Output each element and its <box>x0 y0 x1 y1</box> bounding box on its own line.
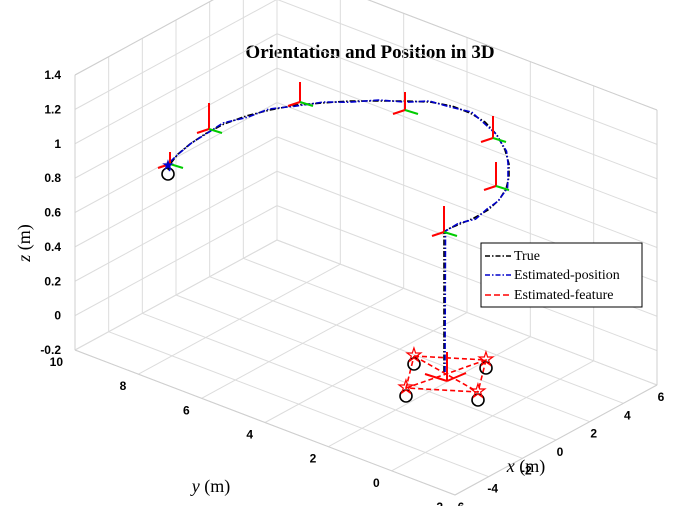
feature-diagonal <box>405 359 487 389</box>
y-tick-label: 8 <box>120 379 127 393</box>
x-tick-label: 0 <box>557 445 564 459</box>
z-axis-label: z (m) <box>14 224 35 263</box>
series-true-line <box>167 100 510 372</box>
legend-estimated-position-label: Estimated-position <box>514 268 620 283</box>
x-tick-label: -6 <box>454 500 465 506</box>
frame-x-axis <box>483 185 497 191</box>
z-tick-label: 1.4 <box>44 68 61 82</box>
x-tick-label: 4 <box>624 408 631 422</box>
side-grid-z <box>276 205 658 352</box>
y-tick-label: 2 <box>310 452 317 466</box>
feature-estimated-marker: ★ <box>478 349 494 369</box>
feature-true-marker <box>407 357 421 371</box>
series-estimated-position-line <box>168 99 509 373</box>
y-axis-label-var: y <box>190 476 200 496</box>
y-tick-label: 6 <box>183 403 190 417</box>
z-tick-label: 1 <box>54 137 61 151</box>
z-tick-label: -0.2 <box>40 343 61 357</box>
x-tick-label: -4 <box>487 482 498 496</box>
feature-true-marker <box>399 389 413 403</box>
frame-x-axis <box>392 109 406 115</box>
box-edge <box>74 349 456 496</box>
frame-x-axis <box>431 231 445 237</box>
frame-y-axis <box>404 109 419 115</box>
frame-y-axis <box>443 231 458 237</box>
z-tick-label: 0.6 <box>44 206 61 220</box>
y-axis-label: y (m) <box>190 476 231 497</box>
y-axis-label-unit: (m) <box>200 476 231 497</box>
box-edge <box>74 0 214 76</box>
z-tick-label: 0 <box>54 309 61 323</box>
z-tick-label: 1.2 <box>44 102 61 116</box>
y-tick-labels: -2 0 2 4 6 8 10 <box>50 355 444 506</box>
orientation-frames <box>157 82 510 382</box>
floor-grid-y <box>201 287 404 399</box>
side-grid-z <box>276 239 658 386</box>
back-grid-z <box>74 170 278 282</box>
frame-y-axis <box>208 128 223 134</box>
x-axis-label-var: x <box>506 456 515 476</box>
floor-grid-y <box>264 312 468 423</box>
frame-x-axis <box>480 137 494 143</box>
start-estimated-marker: ★ <box>161 157 174 174</box>
floor-grid-y <box>391 360 594 472</box>
box-edge <box>454 384 658 496</box>
y-tick-label: 10 <box>50 355 64 369</box>
z-axis-label-unit: (m) <box>14 224 35 255</box>
frame-y-axis <box>495 185 510 191</box>
x-axis-label: x (m) <box>506 456 546 477</box>
frame-y-axis <box>492 137 507 143</box>
start-true-marker <box>161 167 175 181</box>
x-axis-label-unit: (m) <box>515 456 546 477</box>
legend-true-label: True <box>514 249 540 264</box>
z-axis-label-var: z <box>14 255 34 263</box>
frame-y-axis <box>169 163 184 169</box>
frame-y-axis <box>299 101 314 107</box>
side-grid-z <box>276 67 658 214</box>
side-grid-z <box>276 102 658 248</box>
features: ★ ★ ★ ★ <box>397 344 495 407</box>
frame-x-axis <box>196 128 210 134</box>
side-grid-z <box>277 0 658 145</box>
box-edge <box>367 0 658 111</box>
feature-true-marker <box>471 393 485 407</box>
back-grid-z <box>74 136 278 248</box>
origin-frame-y-axis <box>446 372 467 382</box>
back-grid-z <box>74 0 277 110</box>
chart-title: Orientation and Position in 3D <box>245 42 494 63</box>
feature-estimated-marker: ★ <box>406 345 422 365</box>
floor-grid-y <box>328 336 531 448</box>
back-grid-z <box>74 67 278 179</box>
x-tick-labels: -6 -4 -2 0 2 4 6 <box>454 390 665 506</box>
frame-x-axis <box>287 101 301 107</box>
y-tick-label: 4 <box>246 428 253 442</box>
legend: True Estimated-position Estimated-featur… <box>480 242 643 308</box>
floor-grid-y <box>138 263 341 375</box>
x-tick-label: 6 <box>658 390 665 404</box>
y-tick-label: 0 <box>373 476 380 490</box>
z-tick-label: 0.2 <box>44 274 61 288</box>
z-tick-label: 0.4 <box>44 240 61 254</box>
legend-estimated-feature-label: Estimated-feature <box>514 288 614 303</box>
x-tick-label: -2 <box>521 463 532 477</box>
feature-true-marker <box>479 361 493 375</box>
side-grid-z <box>276 33 658 180</box>
z-tick-labels: -0.2 0 0.2 0.4 0.6 0.8 1 1.2 1.4 <box>40 68 61 357</box>
frame-x-axis <box>157 163 171 169</box>
back-grid-z <box>74 239 278 351</box>
back-grid-z <box>74 33 278 145</box>
back-grid-z <box>74 205 278 317</box>
z-tick-label: 0.8 <box>44 171 61 185</box>
feature-estimated-marker: ★ <box>398 377 414 397</box>
y-tick-label: -2 <box>432 500 443 506</box>
feature-estimated-marker: ★ <box>470 381 486 401</box>
x-tick-label: 2 <box>590 427 597 441</box>
